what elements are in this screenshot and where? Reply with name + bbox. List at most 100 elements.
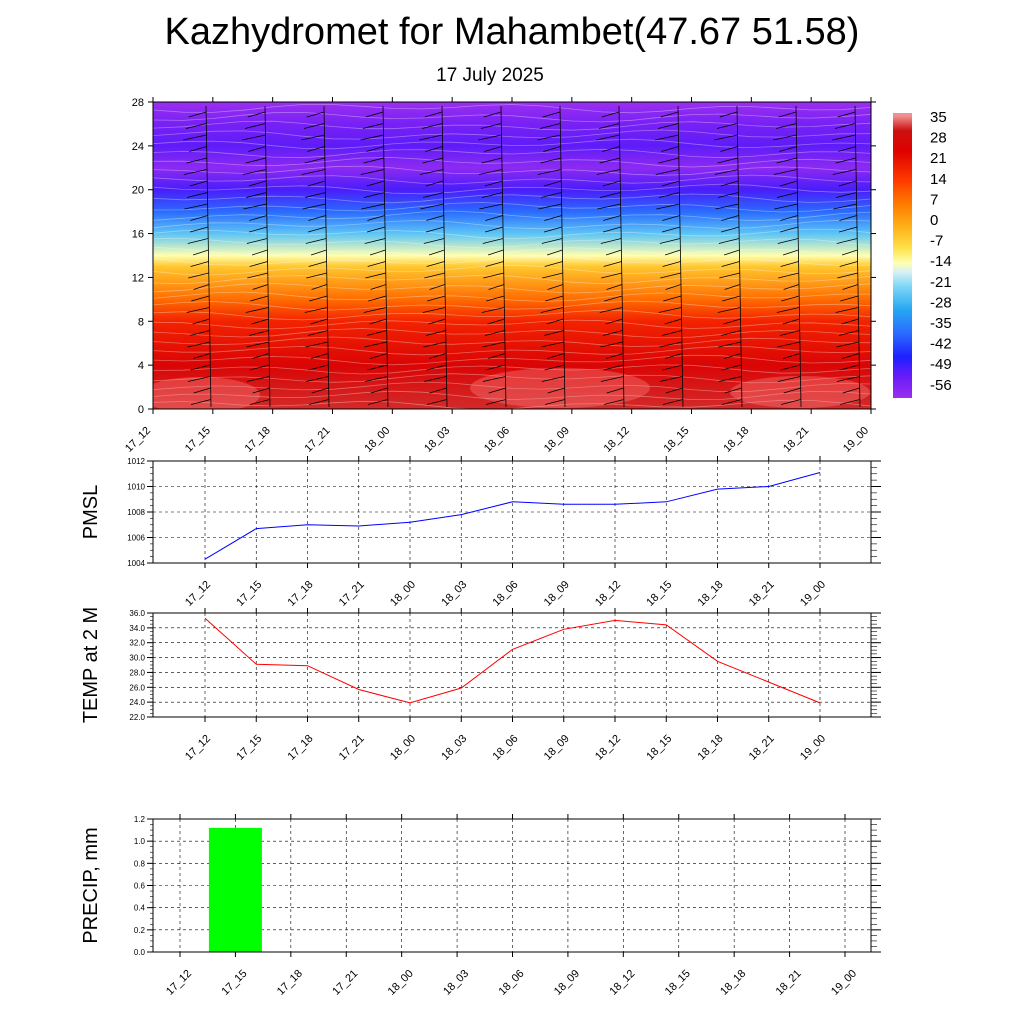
x-tick-label: 18_09 [542,579,572,609]
wind-barb-flag [488,284,505,290]
wind-barb-flag [606,284,623,290]
wind-barb-flag [478,134,502,141]
wind-barb-flag [603,215,621,221]
wind-barb-flag [596,169,621,175]
colorbar-label: -21 [930,274,952,291]
wind-barb-flag [189,180,208,187]
wind-barb-flag [479,203,503,210]
wind-barb-staff [205,105,212,408]
wind-barb-flag [602,330,623,336]
wind-barb-flag [540,157,562,164]
contour-line [153,390,871,400]
contour-line [153,291,871,302]
wind-barb-flag [838,226,858,233]
x-tick-label: 18_06 [491,733,521,763]
wind-barb-flag [663,295,682,302]
wind-barb-flag [835,157,857,164]
wind-barb-flag [547,353,565,359]
x-tick-label: 18_00 [386,968,416,998]
wind-barb-flag [482,376,506,382]
wind-barb-flag [248,330,269,336]
x-tick-label: 17_12 [123,425,153,455]
wind-barb-flag [364,192,385,198]
wind-barb-flag [191,399,211,405]
x-tick-label: 18_15 [644,733,674,763]
x-tick-label: 17_12 [183,733,213,763]
x-tick-label: 17_18 [286,579,316,609]
wind-barb-flag [836,341,859,348]
wind-barb-flag [777,341,800,348]
wind-barb-flag [309,295,328,302]
y-tick-label: 1008 [127,508,145,517]
wind-barb-flag [658,157,680,164]
wind-barb-flag [658,307,682,313]
y-tick-label: 1012 [127,457,145,466]
wind-barb-flag [252,284,269,290]
colorbar-label: 0 [930,212,938,229]
x-tick-label: 17_21 [337,733,367,763]
wind-barb-flag [655,169,680,175]
wind-barb-flag [304,157,326,164]
grid-lines [153,819,871,952]
wind-barb-flag [184,203,208,210]
wind-barb-flag [779,146,797,152]
y-tick-label: 34.0 [129,624,145,633]
contour-line [153,104,871,114]
wind-barb-flag [547,284,564,290]
wind-barb-flag [185,123,207,129]
wind-barb-flag [606,353,624,359]
wind-barb-flag [780,364,801,371]
wind-barb-flag [540,307,564,313]
wind-barb-flag [721,364,742,371]
wind-barb-flag [426,215,444,221]
wind-barb-flag [311,284,328,290]
wind-barb-flag [429,353,447,359]
wind-barb-flag [842,387,860,394]
wind-barb-flag [427,295,446,302]
y-tick-label: 0.2 [134,926,146,935]
contour-line [153,264,871,276]
wind-barb-flag [252,387,270,394]
x-tick-label: 17_12 [183,579,213,609]
wind-barb-flag [309,399,329,405]
wind-barb-flag [660,272,681,279]
y-tick-label: 1.0 [134,837,146,846]
wind-barb-flag [777,238,799,244]
wind-barb-flag [659,376,683,382]
wind-barb-flag [426,261,445,267]
wind-barb-flag [840,399,860,405]
wind-barb-flag [246,192,267,198]
wind-barb-flag [600,376,624,382]
y-tick-label: 0.0 [134,948,146,957]
wind-barb-flag [251,318,269,325]
y-tick-label: 1.2 [134,815,146,824]
contour-line [153,210,871,222]
wind-barb-flag [542,272,563,279]
wind-barb-flag [481,157,503,164]
wind-barb-flag [360,134,384,141]
x-tick-label: 17_15 [234,733,264,763]
contour-line [153,157,871,168]
y-axis-label: PMSL [80,485,102,539]
wind-barb-flag [832,169,857,175]
x-tick-label: 18_12 [607,968,637,998]
wind-barb-flag [487,318,505,325]
x-tick-label: 18_03 [439,579,469,609]
contour-line [153,336,871,347]
wind-barb-flag [839,261,858,267]
wind-barb-flag [186,307,210,313]
contour-line [153,111,871,123]
wind-barb-flag [308,261,327,267]
wind-barb-flag [365,272,386,279]
wind-barb-flag [307,146,325,152]
wind-barb-flag [480,123,502,129]
wind-barb-flag [723,318,741,325]
x-tick-label: 18_18 [718,968,748,998]
wind-barb-flag [836,238,858,244]
wind-barb-flag [301,134,325,141]
contour-lines [153,104,871,409]
wind-barb-flag [249,364,270,371]
wind-barb-flag [247,272,268,279]
wind-barb-flag [837,272,858,279]
x-tick-label: 18_09 [542,425,572,455]
